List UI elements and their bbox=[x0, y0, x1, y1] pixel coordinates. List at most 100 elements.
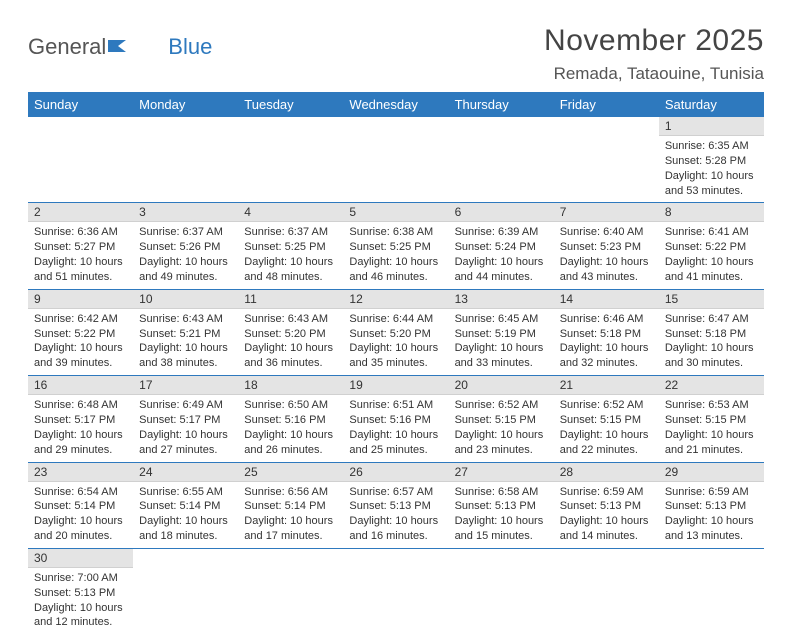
day-details: Sunrise: 6:51 AMSunset: 5:16 PMDaylight:… bbox=[343, 395, 448, 461]
day-details: Sunrise: 6:43 AMSunset: 5:21 PMDaylight:… bbox=[133, 309, 238, 375]
calendar-empty-cell bbox=[238, 548, 343, 634]
day-number: 7 bbox=[554, 203, 659, 222]
day-number: 9 bbox=[28, 290, 133, 309]
day-details: Sunrise: 6:41 AMSunset: 5:22 PMDaylight:… bbox=[659, 222, 764, 288]
calendar-empty-cell bbox=[449, 548, 554, 634]
calendar-day-cell: 18Sunrise: 6:50 AMSunset: 5:16 PMDayligh… bbox=[238, 376, 343, 462]
weekday-header: Saturday bbox=[659, 92, 764, 117]
day-details: Sunrise: 6:55 AMSunset: 5:14 PMDaylight:… bbox=[133, 482, 238, 548]
day-number: 30 bbox=[28, 549, 133, 568]
day-number: 23 bbox=[28, 463, 133, 482]
logo: General Blue bbox=[28, 24, 212, 60]
calendar-day-cell: 30Sunrise: 7:00 AMSunset: 5:13 PMDayligh… bbox=[28, 548, 133, 634]
day-details: Sunrise: 6:49 AMSunset: 5:17 PMDaylight:… bbox=[133, 395, 238, 461]
page-title: November 2025 bbox=[544, 24, 764, 58]
calendar-table: Sunday Monday Tuesday Wednesday Thursday… bbox=[28, 92, 764, 634]
flag-icon bbox=[108, 34, 130, 60]
calendar-day-cell: 4Sunrise: 6:37 AMSunset: 5:25 PMDaylight… bbox=[238, 203, 343, 289]
day-details: Sunrise: 6:44 AMSunset: 5:20 PMDaylight:… bbox=[343, 309, 448, 375]
day-details: Sunrise: 6:46 AMSunset: 5:18 PMDaylight:… bbox=[554, 309, 659, 375]
calendar-day-cell: 27Sunrise: 6:58 AMSunset: 5:13 PMDayligh… bbox=[449, 462, 554, 548]
day-details: Sunrise: 6:35 AMSunset: 5:28 PMDaylight:… bbox=[659, 136, 764, 202]
calendar-day-cell: 24Sunrise: 6:55 AMSunset: 5:14 PMDayligh… bbox=[133, 462, 238, 548]
calendar-day-cell: 11Sunrise: 6:43 AMSunset: 5:20 PMDayligh… bbox=[238, 289, 343, 375]
calendar-empty-cell bbox=[343, 117, 448, 203]
day-details: Sunrise: 6:50 AMSunset: 5:16 PMDaylight:… bbox=[238, 395, 343, 461]
calendar-row: 23Sunrise: 6:54 AMSunset: 5:14 PMDayligh… bbox=[28, 462, 764, 548]
calendar-empty-cell bbox=[554, 548, 659, 634]
day-number: 15 bbox=[659, 290, 764, 309]
calendar-day-cell: 28Sunrise: 6:59 AMSunset: 5:13 PMDayligh… bbox=[554, 462, 659, 548]
day-number: 24 bbox=[133, 463, 238, 482]
calendar-empty-cell bbox=[343, 548, 448, 634]
calendar-empty-cell bbox=[28, 117, 133, 203]
calendar-row: 30Sunrise: 7:00 AMSunset: 5:13 PMDayligh… bbox=[28, 548, 764, 634]
day-details: Sunrise: 6:40 AMSunset: 5:23 PMDaylight:… bbox=[554, 222, 659, 288]
calendar-day-cell: 16Sunrise: 6:48 AMSunset: 5:17 PMDayligh… bbox=[28, 376, 133, 462]
calendar-day-cell: 1Sunrise: 6:35 AMSunset: 5:28 PMDaylight… bbox=[659, 117, 764, 203]
day-details: Sunrise: 6:56 AMSunset: 5:14 PMDaylight:… bbox=[238, 482, 343, 548]
header: General Blue November 2025 Remada, Tatao… bbox=[28, 24, 764, 84]
calendar-day-cell: 29Sunrise: 6:59 AMSunset: 5:13 PMDayligh… bbox=[659, 462, 764, 548]
day-details: Sunrise: 6:57 AMSunset: 5:13 PMDaylight:… bbox=[343, 482, 448, 548]
calendar-day-cell: 25Sunrise: 6:56 AMSunset: 5:14 PMDayligh… bbox=[238, 462, 343, 548]
day-number: 8 bbox=[659, 203, 764, 222]
weekday-header: Wednesday bbox=[343, 92, 448, 117]
calendar-empty-cell bbox=[659, 548, 764, 634]
calendar-day-cell: 2Sunrise: 6:36 AMSunset: 5:27 PMDaylight… bbox=[28, 203, 133, 289]
calendar-empty-cell bbox=[133, 117, 238, 203]
day-number: 18 bbox=[238, 376, 343, 395]
calendar-day-cell: 3Sunrise: 6:37 AMSunset: 5:26 PMDaylight… bbox=[133, 203, 238, 289]
day-details: Sunrise: 6:36 AMSunset: 5:27 PMDaylight:… bbox=[28, 222, 133, 288]
weekday-header: Monday bbox=[133, 92, 238, 117]
day-number: 4 bbox=[238, 203, 343, 222]
day-details: Sunrise: 6:38 AMSunset: 5:25 PMDaylight:… bbox=[343, 222, 448, 288]
location-text: Remada, Tataouine, Tunisia bbox=[544, 64, 764, 84]
day-number: 20 bbox=[449, 376, 554, 395]
title-block: November 2025 Remada, Tataouine, Tunisia bbox=[544, 24, 764, 84]
day-number: 26 bbox=[343, 463, 448, 482]
day-details: Sunrise: 6:42 AMSunset: 5:22 PMDaylight:… bbox=[28, 309, 133, 375]
day-number: 13 bbox=[449, 290, 554, 309]
weekday-header-row: Sunday Monday Tuesday Wednesday Thursday… bbox=[28, 92, 764, 117]
day-details: Sunrise: 6:52 AMSunset: 5:15 PMDaylight:… bbox=[449, 395, 554, 461]
day-number: 1 bbox=[659, 117, 764, 136]
logo-text-1: General bbox=[28, 34, 106, 60]
weekday-header: Friday bbox=[554, 92, 659, 117]
calendar-day-cell: 14Sunrise: 6:46 AMSunset: 5:18 PMDayligh… bbox=[554, 289, 659, 375]
day-number: 22 bbox=[659, 376, 764, 395]
day-number: 21 bbox=[554, 376, 659, 395]
calendar-row: 16Sunrise: 6:48 AMSunset: 5:17 PMDayligh… bbox=[28, 376, 764, 462]
calendar-empty-cell bbox=[554, 117, 659, 203]
calendar-empty-cell bbox=[238, 117, 343, 203]
day-number: 16 bbox=[28, 376, 133, 395]
day-number: 5 bbox=[343, 203, 448, 222]
day-number: 27 bbox=[449, 463, 554, 482]
calendar-day-cell: 12Sunrise: 6:44 AMSunset: 5:20 PMDayligh… bbox=[343, 289, 448, 375]
day-details: Sunrise: 6:48 AMSunset: 5:17 PMDaylight:… bbox=[28, 395, 133, 461]
day-number: 6 bbox=[449, 203, 554, 222]
day-number: 29 bbox=[659, 463, 764, 482]
calendar-day-cell: 7Sunrise: 6:40 AMSunset: 5:23 PMDaylight… bbox=[554, 203, 659, 289]
calendar-day-cell: 5Sunrise: 6:38 AMSunset: 5:25 PMDaylight… bbox=[343, 203, 448, 289]
calendar-day-cell: 10Sunrise: 6:43 AMSunset: 5:21 PMDayligh… bbox=[133, 289, 238, 375]
calendar-day-cell: 26Sunrise: 6:57 AMSunset: 5:13 PMDayligh… bbox=[343, 462, 448, 548]
day-number: 19 bbox=[343, 376, 448, 395]
day-number: 11 bbox=[238, 290, 343, 309]
day-number: 2 bbox=[28, 203, 133, 222]
calendar-day-cell: 15Sunrise: 6:47 AMSunset: 5:18 PMDayligh… bbox=[659, 289, 764, 375]
day-details: Sunrise: 6:37 AMSunset: 5:26 PMDaylight:… bbox=[133, 222, 238, 288]
calendar-row: 2Sunrise: 6:36 AMSunset: 5:27 PMDaylight… bbox=[28, 203, 764, 289]
day-details: Sunrise: 6:53 AMSunset: 5:15 PMDaylight:… bbox=[659, 395, 764, 461]
calendar-day-cell: 6Sunrise: 6:39 AMSunset: 5:24 PMDaylight… bbox=[449, 203, 554, 289]
weekday-header: Thursday bbox=[449, 92, 554, 117]
day-details: Sunrise: 6:52 AMSunset: 5:15 PMDaylight:… bbox=[554, 395, 659, 461]
calendar-day-cell: 17Sunrise: 6:49 AMSunset: 5:17 PMDayligh… bbox=[133, 376, 238, 462]
weekday-header: Tuesday bbox=[238, 92, 343, 117]
day-details: Sunrise: 6:58 AMSunset: 5:13 PMDaylight:… bbox=[449, 482, 554, 548]
calendar-empty-cell bbox=[133, 548, 238, 634]
calendar-day-cell: 22Sunrise: 6:53 AMSunset: 5:15 PMDayligh… bbox=[659, 376, 764, 462]
logo-text-2: Blue bbox=[168, 34, 212, 60]
calendar-day-cell: 8Sunrise: 6:41 AMSunset: 5:22 PMDaylight… bbox=[659, 203, 764, 289]
day-number: 25 bbox=[238, 463, 343, 482]
